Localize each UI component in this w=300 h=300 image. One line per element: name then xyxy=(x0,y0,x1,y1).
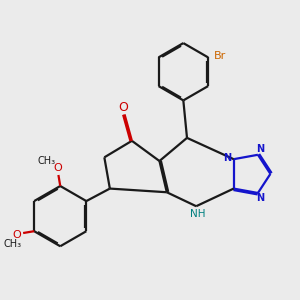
Text: CH₃: CH₃ xyxy=(3,239,21,249)
Text: Br: Br xyxy=(214,51,226,61)
Text: O: O xyxy=(12,230,21,240)
Text: O: O xyxy=(53,163,62,172)
Text: N: N xyxy=(256,194,264,203)
Text: N: N xyxy=(256,144,264,154)
Text: O: O xyxy=(118,101,128,114)
Text: CH₃: CH₃ xyxy=(38,156,56,166)
Text: NH: NH xyxy=(190,209,206,219)
Text: N: N xyxy=(223,154,231,164)
